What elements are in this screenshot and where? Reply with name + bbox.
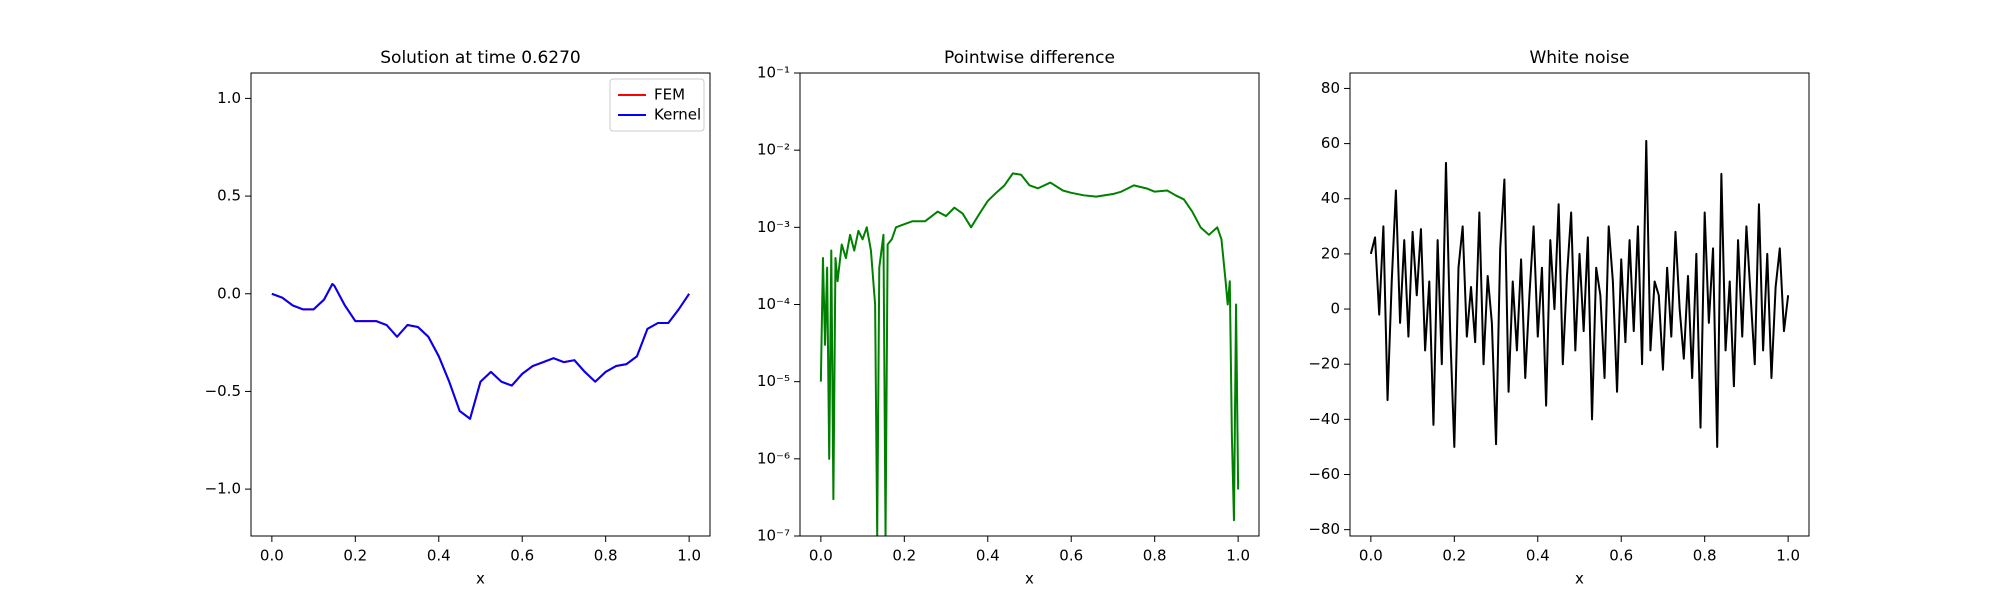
y-tick-label: 60 bbox=[1321, 134, 1340, 152]
y-tick-label: 10⁻⁷ bbox=[757, 527, 790, 545]
x-tick-label: 0.4 bbox=[427, 547, 451, 565]
y-tick-label: 80 bbox=[1321, 79, 1340, 97]
axes-frame bbox=[250, 72, 711, 537]
x-tick-label: 1.0 bbox=[1226, 547, 1250, 565]
y-tick-label: 20 bbox=[1321, 244, 1340, 262]
y-tick-label: 10⁻² bbox=[757, 141, 790, 159]
x-tick-label: 0.0 bbox=[809, 547, 833, 565]
x-tick-label: 0.8 bbox=[1143, 547, 1167, 565]
data-line bbox=[271, 282, 690, 420]
y-tick-label: −80 bbox=[1308, 520, 1340, 538]
y-tick-label: −0.5 bbox=[205, 382, 241, 400]
x-tick-label: 1.0 bbox=[1776, 547, 1800, 565]
x-tick-label: 0.6 bbox=[1609, 547, 1633, 565]
data-line bbox=[819, 172, 1240, 536]
y-tick-label: −60 bbox=[1308, 465, 1340, 483]
x-tick-label: 0.0 bbox=[260, 547, 284, 565]
x-tick-label: 0.8 bbox=[594, 547, 618, 565]
y-tick-label: 10⁻³ bbox=[757, 218, 790, 236]
x-axis-label: x bbox=[1025, 570, 1034, 588]
y-tick-label: −20 bbox=[1308, 355, 1340, 373]
chart-title: White noise bbox=[1529, 48, 1629, 68]
y-tick-label: 0 bbox=[1330, 300, 1340, 318]
y-tick-label: 10⁻⁵ bbox=[757, 372, 790, 390]
x-tick-label: 0.4 bbox=[1526, 547, 1550, 565]
x-tick-label: 0.6 bbox=[1059, 547, 1083, 565]
x-tick-label: 0.0 bbox=[1359, 547, 1383, 565]
y-tick-label: 10⁻⁴ bbox=[757, 295, 790, 313]
x-tick-label: 0.2 bbox=[1442, 547, 1466, 565]
x-tick-label: 0.8 bbox=[1693, 547, 1717, 565]
legend-label: FEM bbox=[654, 86, 685, 104]
x-tick-label: 0.2 bbox=[892, 547, 916, 565]
y-tick-label: 0.0 bbox=[217, 284, 241, 302]
y-tick-label: 0.5 bbox=[217, 187, 241, 205]
x-axis-label: x bbox=[1575, 570, 1584, 588]
y-tick-label: 10⁻⁶ bbox=[757, 449, 790, 467]
chart-title: Pointwise difference bbox=[944, 48, 1115, 68]
y-tick-label: −1.0 bbox=[205, 480, 241, 498]
axes-frame bbox=[1349, 72, 1810, 537]
legend-box bbox=[609, 78, 705, 132]
y-tick-label: −40 bbox=[1308, 410, 1340, 428]
x-axis-label: x bbox=[476, 570, 485, 588]
chart-title: Solution at time 0.6270 bbox=[380, 48, 580, 68]
x-tick-label: 1.0 bbox=[677, 547, 701, 565]
legend-label: Kernel bbox=[654, 106, 701, 124]
x-tick-label: 0.6 bbox=[510, 547, 534, 565]
x-tick-label: 0.4 bbox=[976, 547, 1000, 565]
x-tick-label: 0.2 bbox=[343, 547, 367, 565]
y-tick-label: 1.0 bbox=[217, 89, 241, 107]
y-tick-label: 40 bbox=[1321, 189, 1340, 207]
y-tick-label: 10⁻¹ bbox=[757, 64, 790, 82]
data-line bbox=[1369, 139, 1790, 448]
